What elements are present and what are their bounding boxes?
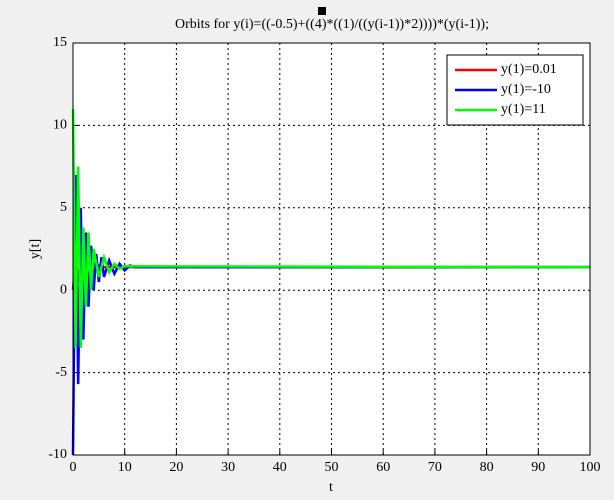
legend-label: y(1)=0.01 [501, 62, 557, 77]
x-tick-label: 60 [376, 460, 390, 475]
x-axis-label: t [329, 480, 333, 495]
y-tick-label: 0 [60, 282, 67, 297]
y-axis-label: y[t] [28, 239, 43, 259]
legend-label: y(1)=-10 [501, 82, 551, 97]
x-tick-label: 30 [221, 460, 235, 475]
y-tick-label: -10 [48, 447, 67, 462]
x-tick-label: 20 [169, 460, 183, 475]
y-tick-label: 5 [60, 200, 67, 215]
x-tick-label: 90 [531, 460, 545, 475]
chart-title: Orbits for y(i)=((-0.5)+((4)*((1)/((y(i-… [175, 17, 489, 32]
y-tick-label: 10 [53, 118, 67, 133]
series-line [71, 108, 591, 348]
plot-border [72, 42, 591, 456]
x-tick-label: 80 [480, 460, 494, 475]
x-tick-label: 0 [70, 460, 77, 475]
x-tick-label: 50 [325, 460, 339, 475]
x-tick-label: 70 [428, 460, 442, 475]
legend-label: y(1)=11 [501, 102, 546, 117]
marker-square [318, 7, 326, 15]
x-tick-label: 10 [118, 460, 132, 475]
x-tick-label: 40 [273, 460, 287, 475]
y-tick-label: 15 [53, 35, 67, 50]
y-tick-label: -5 [55, 365, 67, 380]
x-tick-label: 100 [580, 460, 601, 475]
